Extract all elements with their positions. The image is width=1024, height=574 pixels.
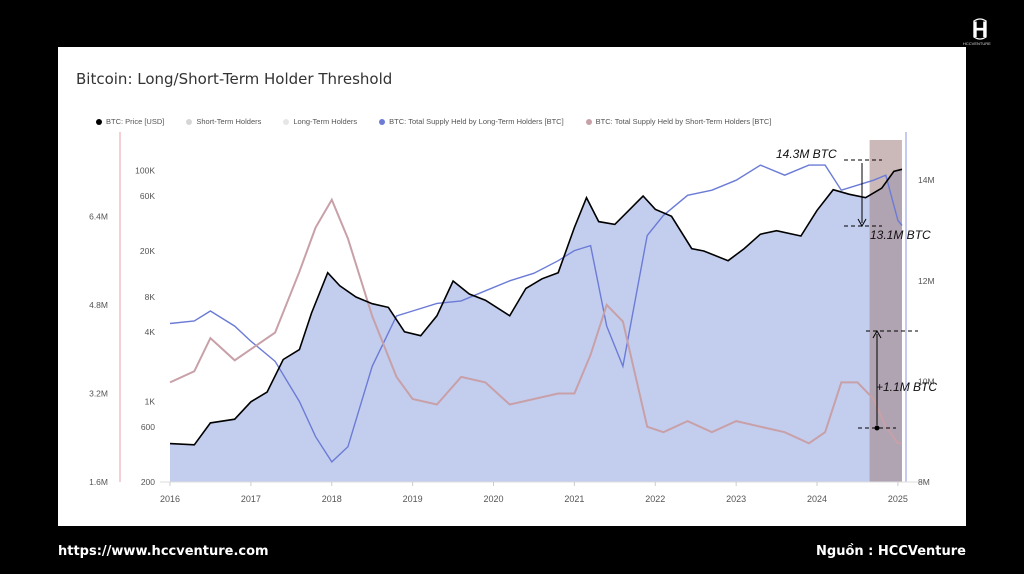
price-tick-label: 4K [145, 327, 156, 337]
legend-label: BTC: Total Supply Held by Long-Term Hold… [389, 117, 564, 126]
legend-dot [283, 118, 290, 125]
x-tick-label: 2022 [645, 494, 665, 504]
legend-label: Long-Term Holders [293, 117, 358, 126]
legend-label: BTC: Total Supply Held by Short-Term Hol… [595, 117, 772, 126]
legend-dot [585, 118, 592, 125]
supply-tick-label: 12M [918, 276, 935, 286]
shaded-region [869, 140, 902, 482]
x-tick-label: 2020 [484, 494, 504, 504]
logo-text: HCCVENTURE [963, 41, 991, 46]
price-tick-label: 20K [140, 246, 155, 256]
lth-supply-line [169, 164, 903, 463]
legend-item-sth[interactable]: Short-Term Holders [186, 117, 261, 126]
price-line [169, 168, 903, 446]
x-tick-label: 2017 [241, 494, 261, 504]
price-tick-label: 200 [141, 477, 155, 487]
hcc-logo-icon: H [972, 17, 988, 42]
annotation-label: 13.1M BTC [870, 228, 931, 242]
chart-title: Bitcoin: Long/Short-Term Holder Threshol… [76, 70, 393, 88]
x-tick-label: 2016 [160, 494, 180, 504]
legend-item-lth[interactable]: Long-Term Holders [283, 117, 357, 126]
legend-dot [186, 118, 193, 125]
source-credit: Nguồn : HCCVenture [816, 544, 966, 559]
legend-label: Short-Term Holders [196, 117, 262, 126]
annotation-dot [874, 425, 880, 431]
lth-tick-label: 3.2M [89, 388, 108, 398]
x-tick-label: 2018 [322, 494, 342, 504]
legend-item-sth-supply[interactable]: BTC: Total Supply Held by Short-Term Hol… [585, 117, 772, 126]
annotation-arrowhead [872, 329, 882, 339]
supply-tick-label: 8M [918, 477, 930, 487]
legend-item-lth-supply[interactable]: BTC: Total Supply Held by Long-Term Hold… [379, 117, 564, 126]
svg-text:H: H [972, 17, 988, 42]
x-tick-label: 2023 [726, 494, 746, 504]
lth-tick-label: 1.6M [89, 477, 108, 487]
legend-item-price[interactable]: BTC: Price [USD] [96, 117, 164, 126]
chart-legend: BTC: Price [USD] Short-Term Holders Long… [96, 117, 793, 126]
x-tick-label: 2019 [403, 494, 423, 504]
price-area [170, 169, 902, 483]
supply-tick-label: 14M [918, 175, 935, 185]
annotation-label: +1.1M BTC [876, 380, 937, 394]
lth-tick-label: 6.4M [89, 211, 108, 221]
legend-label: BTC: Price [USD] [106, 117, 165, 126]
legend-dot [379, 118, 386, 125]
price-tick-label: 1K [145, 396, 156, 406]
annotation-arrowhead [857, 218, 867, 228]
x-tick-label: 2021 [564, 494, 584, 504]
price-tick-label: 100K [135, 165, 155, 175]
sth-supply-line [169, 197, 902, 445]
legend-dot [96, 118, 102, 125]
x-tick-label: 2024 [807, 494, 827, 504]
price-tick-label: 8K [145, 292, 156, 302]
price-tick-label: 60K [140, 191, 155, 201]
lth-tick-label: 4.8M [89, 300, 108, 310]
source-url[interactable]: https://www.hccventure.com [58, 544, 269, 559]
supply-tick-label: 10M [918, 376, 935, 386]
x-tick-label: 2025 [888, 494, 908, 504]
price-tick-label: 600 [141, 422, 155, 432]
annotation-label: 14.3M BTC [776, 147, 837, 161]
